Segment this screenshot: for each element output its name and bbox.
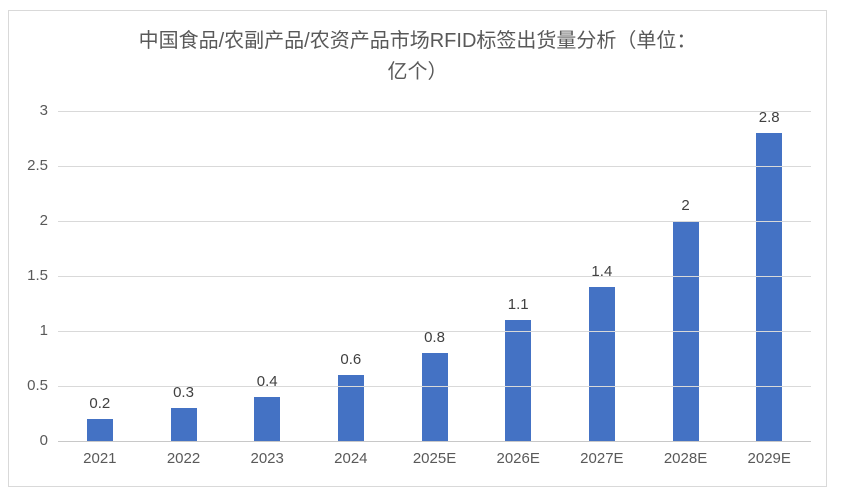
category-column-2026E: 1.1 2026E — [476, 111, 560, 467]
category-column-2023: 0.4 2023 — [225, 111, 309, 467]
data-label-2029E: 2.8 — [758, 109, 780, 126]
data-label-2028E: 2 — [681, 197, 690, 214]
x-tick-label-2021: 2021 — [83, 450, 117, 467]
y-tick-label: 3 — [39, 102, 48, 119]
plot-area: 0.2 2021 0.3 2022 0.4 2023 0.6 2024 0.8 2025E 1.1 2… — [27, 102, 811, 467]
chart-title: 中国食品/农副产品/农资产品市场RFID标签出货量分析（单位： 亿个） — [58, 26, 778, 88]
category-column-2025E: 0.8 2025E — [393, 111, 477, 467]
data-label-2022: 0.3 — [173, 384, 194, 401]
data-label-2026E: 1.1 — [507, 296, 529, 313]
bar-2024 — [337, 375, 364, 441]
data-label-2024: 0.6 — [340, 351, 362, 368]
data-label-2025E: 0.8 — [424, 329, 445, 346]
gridline — [58, 111, 811, 112]
bar-2027E — [588, 287, 615, 441]
gridline — [58, 331, 811, 332]
x-tick-label-2025E: 2025E — [412, 450, 457, 467]
category-column-2022: 0.3 2022 — [142, 111, 226, 467]
y-tick-label: 1 — [39, 322, 48, 339]
x-tick-label-2028E: 2028E — [663, 450, 708, 467]
gridline — [58, 166, 811, 167]
x-tick-label-2026E: 2026E — [496, 450, 540, 467]
y-tick-label: 1.5 — [27, 267, 48, 284]
gridline — [58, 221, 811, 222]
y-tick-label: 2 — [39, 212, 48, 229]
y-tick-label: 0.5 — [27, 377, 48, 394]
data-label-2021: 0.2 — [89, 395, 111, 412]
chart-frame: 中国食品/农副产品/农资产品市场RFID标签出货量分析（单位： 亿个） 0.2 2… — [8, 10, 827, 487]
bar-2029E — [756, 133, 783, 441]
bar-2022 — [170, 408, 197, 441]
chart-title-line-2: 亿个） — [387, 61, 448, 83]
bar-2026E — [505, 320, 532, 441]
category-column-2027E: 1.4 2027E — [560, 111, 644, 467]
y-tick-label: 0 — [39, 432, 48, 449]
category-column-2029E: 2.8 2029E — [727, 109, 811, 467]
x-axis-line — [58, 441, 811, 442]
bar-2025E — [421, 353, 448, 441]
x-tick-label-2022: 2022 — [166, 450, 201, 467]
x-tick-label-2027E: 2027E — [580, 450, 624, 467]
gridline — [58, 386, 811, 387]
data-label-2023: 0.4 — [256, 373, 278, 390]
x-tick-label-2024: 2024 — [334, 450, 368, 467]
bar-2021 — [86, 419, 113, 441]
bars-container: 0.2 2021 0.3 2022 0.4 2023 0.6 2024 0.8 2025E 1.1 2… — [58, 109, 811, 467]
x-tick-label-2029E: 2029E — [747, 450, 791, 467]
y-tick-label: 2.5 — [27, 157, 48, 174]
data-label-2027E: 1.4 — [591, 263, 613, 280]
chart-title-line-1: 中国食品/农副产品/农资产品市场RFID标签出货量分析（单位： — [138, 30, 697, 52]
x-tick-label-2023: 2023 — [250, 450, 284, 467]
category-column-2021: 0.2 2021 — [58, 111, 142, 467]
bar-2023 — [254, 397, 281, 441]
gridline — [58, 276, 811, 277]
